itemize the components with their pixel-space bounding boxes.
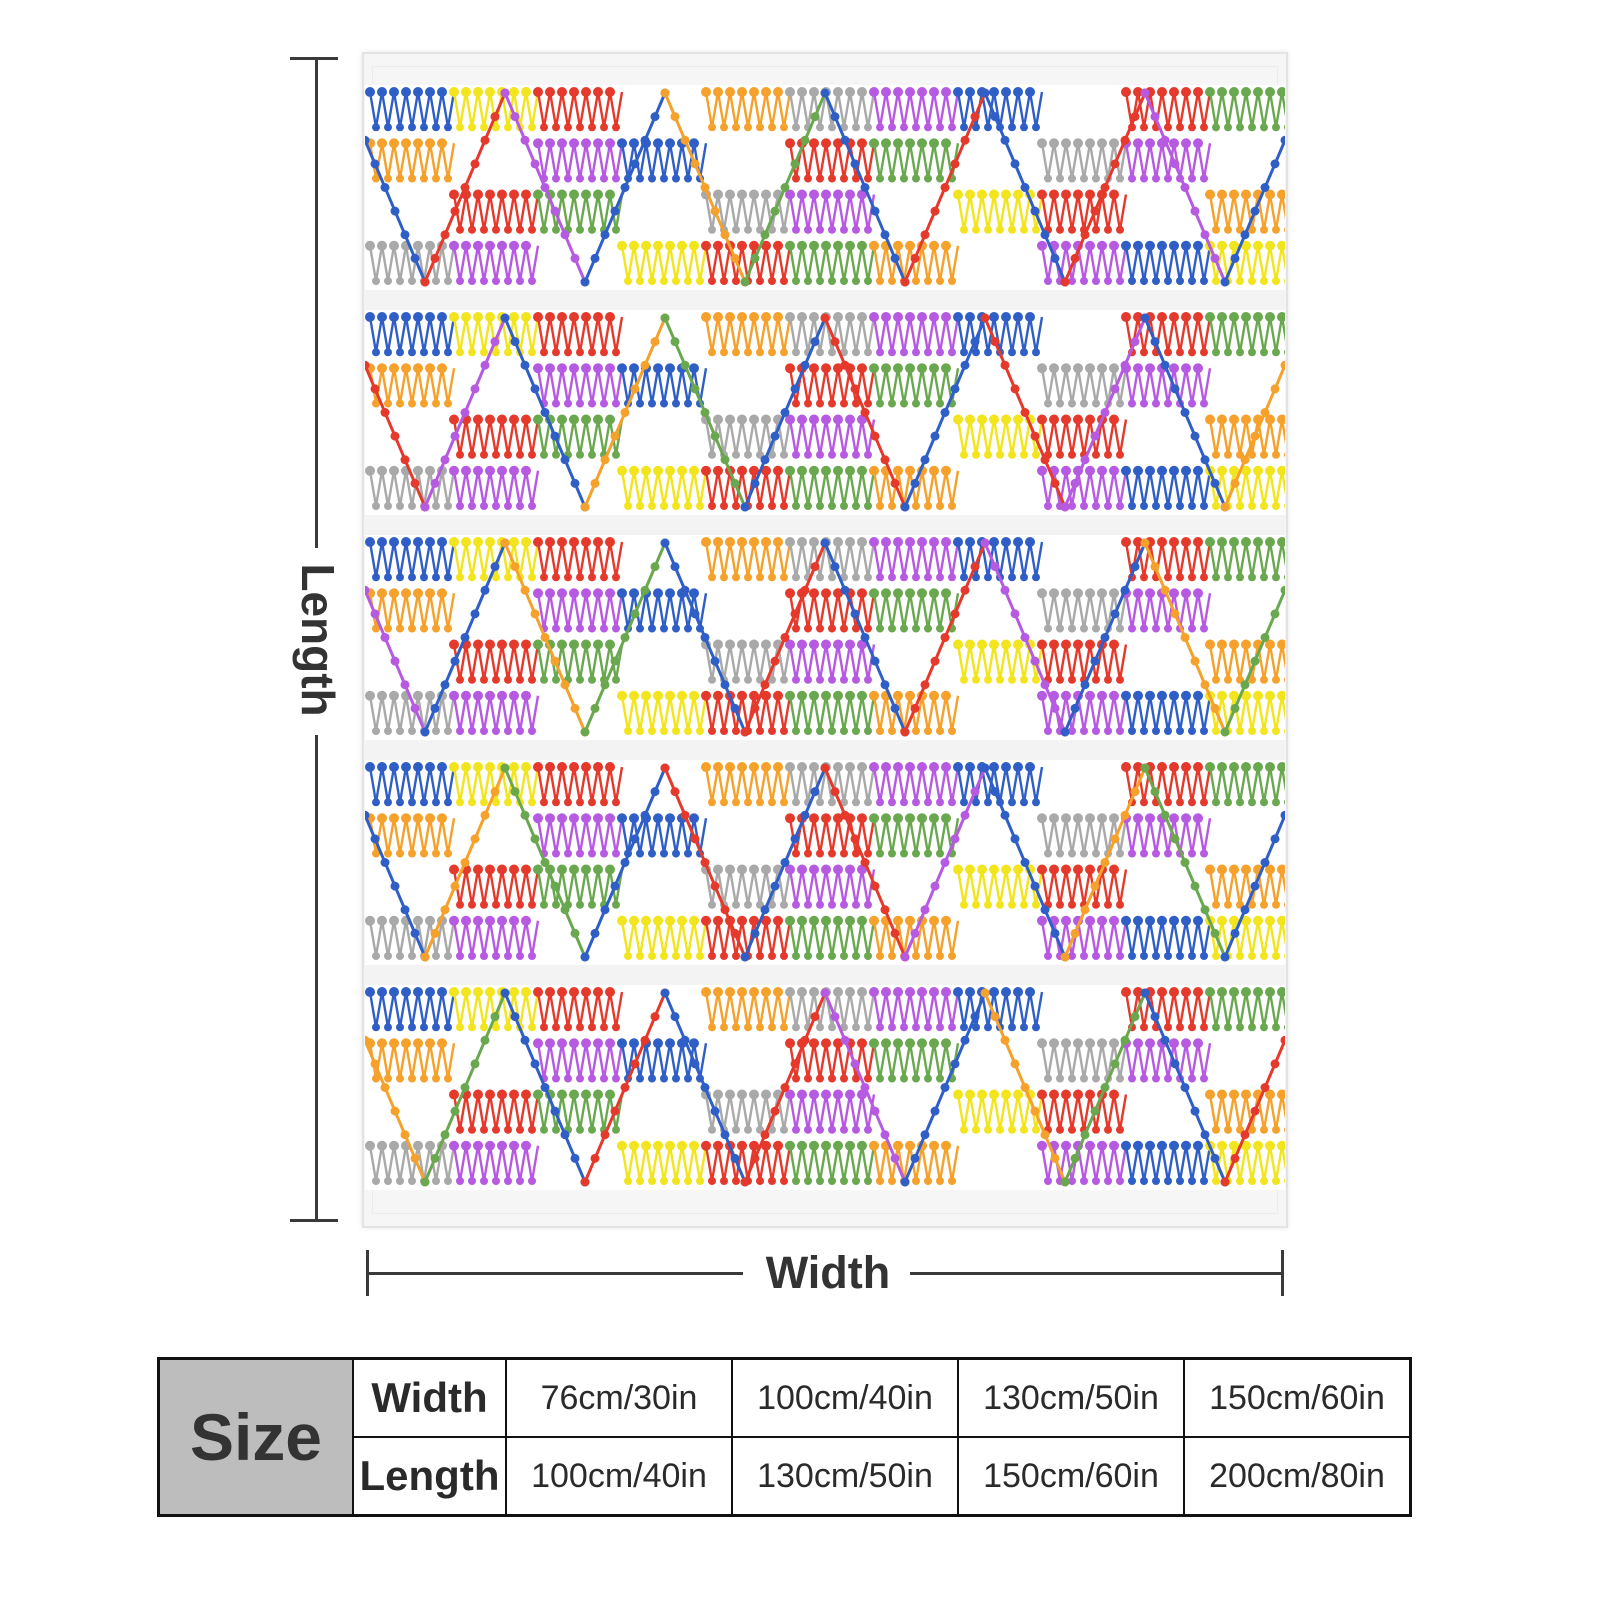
size-row-width: Size Width 76cm/30in 100cm/40in 130cm/50… <box>157 1357 1412 1517</box>
width-line-right <box>910 1272 1283 1275</box>
pattern-band <box>365 535 1285 740</box>
size-table: Size Width 76cm/30in 100cm/40in 130cm/50… <box>157 1357 1412 1517</box>
pattern-band <box>365 760 1285 965</box>
length-value-3: 150cm/60in <box>957 1436 1185 1517</box>
size-header-cell: Size <box>157 1357 354 1517</box>
length-value-1: 100cm/40in <box>505 1436 733 1517</box>
pattern-band <box>365 985 1285 1190</box>
width-right-tick <box>1281 1250 1284 1296</box>
pattern-band <box>365 85 1285 290</box>
length-value-2: 130cm/50in <box>731 1436 959 1517</box>
length-row-label: Length <box>352 1436 507 1517</box>
length-top-tick <box>290 57 338 60</box>
blanket-pattern <box>365 85 1285 1190</box>
length-value-4: 200cm/80in <box>1183 1436 1412 1517</box>
length-line-lower <box>315 735 318 1221</box>
width-label: Width <box>765 1247 891 1298</box>
width-row-label: Width <box>352 1357 507 1438</box>
width-value-4: 150cm/60in <box>1183 1357 1412 1438</box>
width-value-1: 76cm/30in <box>505 1357 733 1438</box>
length-bottom-tick <box>290 1219 338 1222</box>
width-value-3: 130cm/50in <box>957 1357 1185 1438</box>
length-label: Length <box>292 563 344 717</box>
length-line-upper <box>315 58 318 548</box>
size-row-length: Length 100cm/40in 130cm/50in 150cm/60in … <box>159 1436 1412 1517</box>
width-line-left <box>367 1272 743 1275</box>
pattern-band <box>365 310 1285 515</box>
width-value-2: 100cm/40in <box>731 1357 959 1438</box>
